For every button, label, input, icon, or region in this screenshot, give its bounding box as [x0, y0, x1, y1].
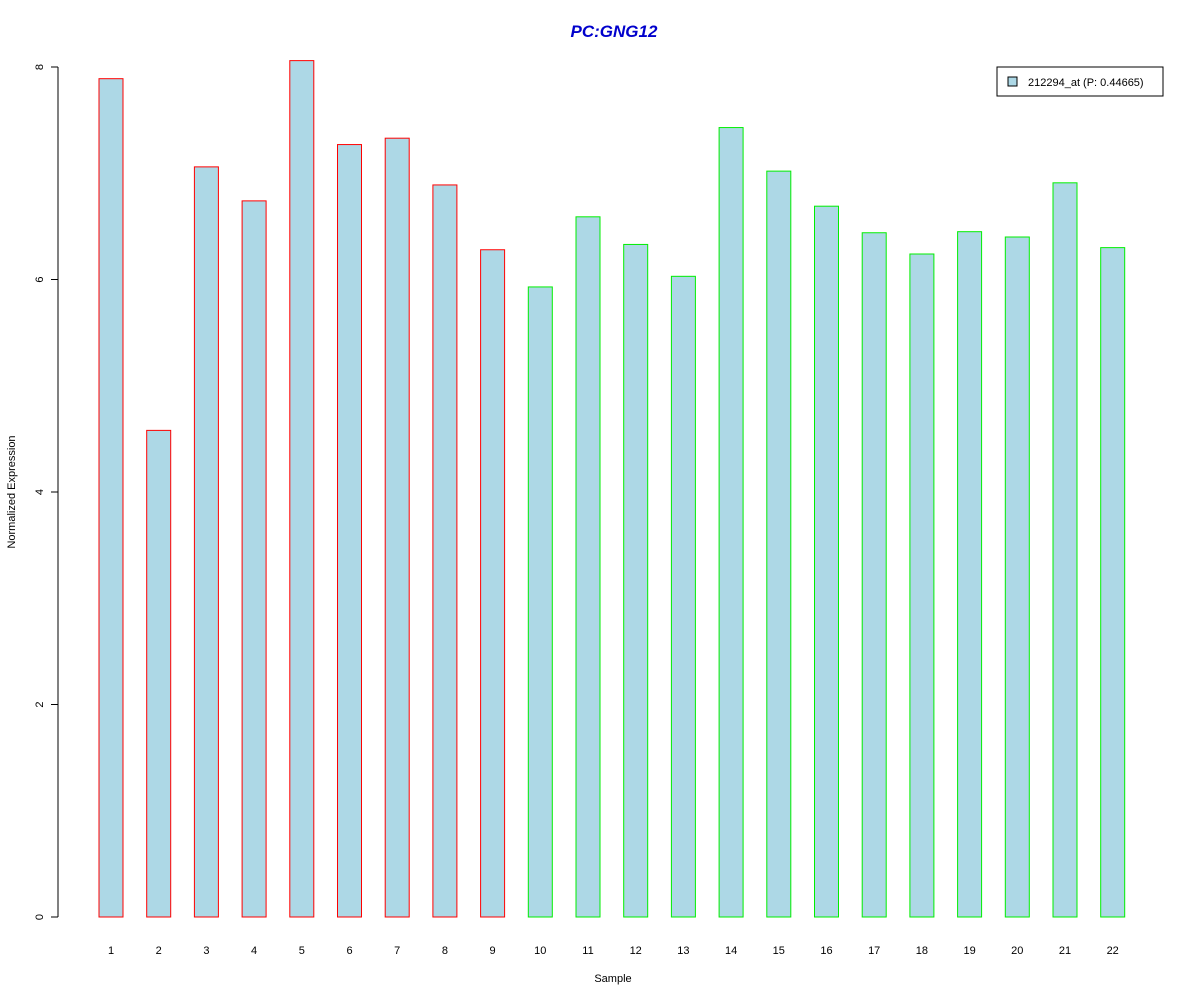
- bar: [432, 184, 458, 918]
- bar: [814, 205, 839, 918]
- bar: [289, 60, 315, 918]
- bar: [766, 170, 792, 918]
- x-tick-label: 19: [963, 945, 975, 957]
- chart-title: PC:GNG12: [571, 22, 658, 41]
- bar: [861, 232, 887, 918]
- bar: [575, 216, 601, 918]
- y-tick-label: 0: [34, 914, 46, 920]
- x-tick-label: 2: [156, 945, 162, 957]
- legend-swatch: [1007, 76, 1018, 87]
- x-tick-label: 20: [1011, 945, 1023, 957]
- y-tick-label: 6: [34, 276, 46, 282]
- y-axis-label: Normalized Expression: [6, 435, 18, 548]
- x-tick-label: 17: [868, 945, 880, 957]
- bar: [1004, 236, 1030, 918]
- y-tick-label: 8: [34, 64, 46, 70]
- x-tick-label: 5: [299, 945, 305, 957]
- legend-box: [996, 66, 1164, 97]
- bar: [337, 144, 362, 918]
- bar: [480, 249, 506, 918]
- bar: [384, 137, 410, 918]
- bar: [1052, 182, 1078, 918]
- x-tick-label: 21: [1059, 945, 1071, 957]
- bar: [909, 253, 935, 918]
- x-tick-label: 10: [534, 945, 546, 957]
- legend-entry-label: 212294_at (P: 0.44665): [1028, 77, 1144, 89]
- x-axis-tick-labels: 1 2 3 4 5 6 7 8 9 10 11 12 13 14 15 16 17 18 19 20 21 22: [108, 945, 1119, 957]
- legend: 212294_at (P: 0.44665): [996, 66, 1164, 97]
- x-tick-label: 22: [1107, 945, 1119, 957]
- x-axis-label: Sample: [594, 973, 631, 985]
- y-tick-label: 4: [34, 489, 46, 495]
- x-tick-label: 13: [677, 945, 689, 957]
- bar: [670, 275, 696, 918]
- x-tick-label: 4: [251, 945, 257, 957]
- x-tick-label: 12: [630, 945, 642, 957]
- x-tick-label: 3: [203, 945, 209, 957]
- x-tick-label: 7: [394, 945, 400, 957]
- x-tick-label: 16: [820, 945, 832, 957]
- bar: [98, 78, 124, 918]
- x-tick-label: 18: [916, 945, 928, 957]
- bars: [98, 60, 1126, 918]
- y-tick-label: 2: [34, 701, 46, 707]
- x-tick-label: 1: [108, 945, 114, 957]
- bar: [193, 166, 219, 918]
- x-tick-label: 11: [582, 945, 593, 957]
- bar: [241, 200, 267, 918]
- x-tick-label: 8: [442, 945, 448, 957]
- bar: [527, 286, 553, 918]
- x-tick-label: 15: [773, 945, 785, 957]
- x-tick-label: 9: [490, 945, 496, 957]
- bar: [957, 231, 983, 918]
- x-tick-label: 6: [346, 945, 352, 957]
- bar: [146, 429, 172, 918]
- y-axis: 0 2 4 6 8: [34, 64, 59, 920]
- bar: [1100, 247, 1126, 918]
- bar: [718, 127, 744, 918]
- x-tick-label: 14: [725, 945, 737, 957]
- bar: [623, 243, 649, 918]
